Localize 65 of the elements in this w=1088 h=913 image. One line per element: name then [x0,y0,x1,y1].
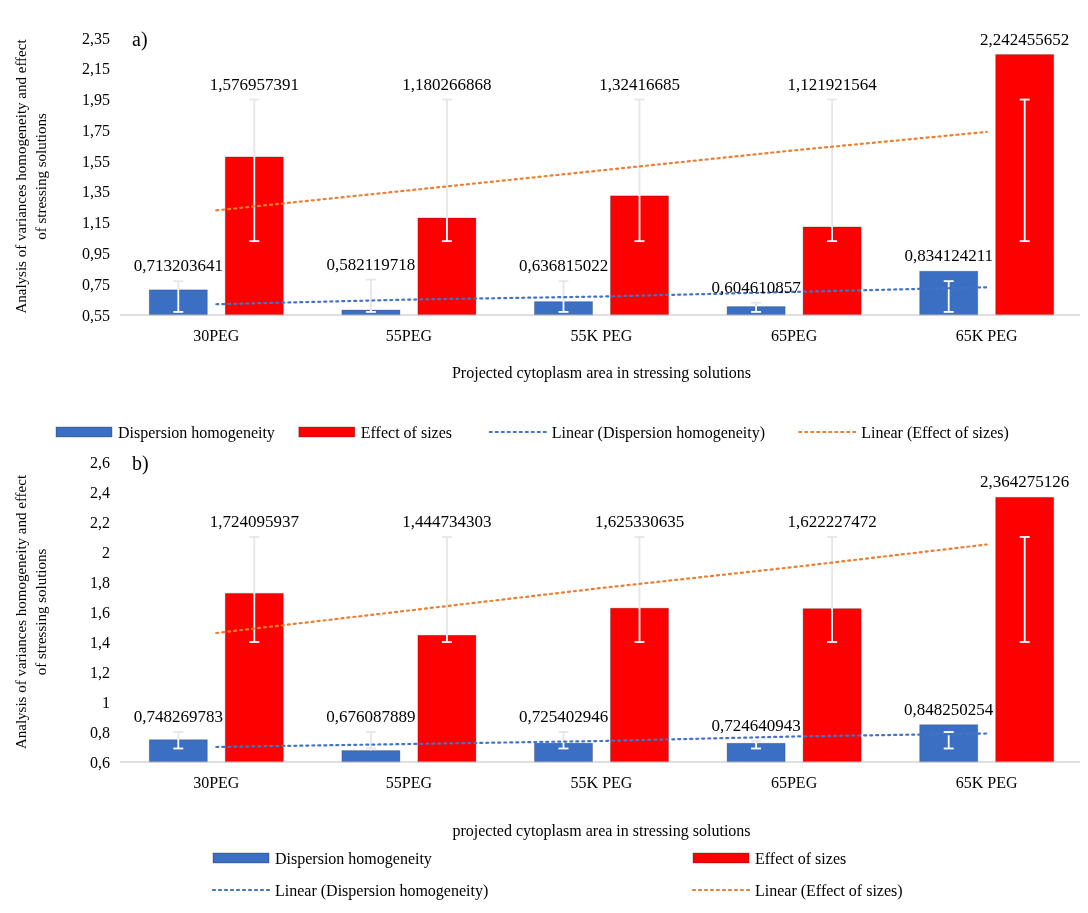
data-label: 0,582119718 [326,254,416,274]
x-axis-title: projected cytoplasm area in stressing solutions [452,822,751,840]
y-tick-label: 1,55 [82,152,110,170]
y-tick-label: 0,8 [90,723,110,741]
data-label: 1,622227472 [787,512,877,531]
y-tick-label: 2,4 [90,483,110,501]
data-label: 0,676087889 [326,707,416,726]
y-tick-label: 1,6 [90,603,110,621]
legend-label: Linear (Dispersion homogeneity) [551,423,766,442]
x-tick-label: 55K PEG [570,774,633,791]
y-tick-label: 2,35 [82,29,110,47]
y-axis-title: Analysis of variances homogeneity and effect of stressing solutions [13,474,49,750]
data-label: 1,32416685 [599,74,680,94]
data-label: 1,724095937 [209,512,300,531]
x-tick-label: 65PEG [770,327,818,344]
y-tick-label: 2,6 [90,453,110,471]
y-axis-title: Analysis of variances homogeneity and effect of stressing solutions [13,38,49,314]
data-label: 0,604610857 [711,277,802,297]
data-label: 0,724640943 [711,716,801,735]
x-tick-label: 65K PEG [955,327,1019,344]
legend-label: Effect of sizes [755,849,847,867]
y-tick-label: 1,8 [90,573,110,591]
x-tick-label: 55PEG [385,327,433,344]
data-label: 1,444734303 [402,512,492,531]
data-label: 0,834124211 [904,246,994,266]
y-tick-label: 1,75 [82,121,110,139]
data-label: 0,713203641 [133,256,223,276]
x-tick-label: 30PEG [193,327,240,344]
data-label: 2,364275126 [980,472,1070,492]
y-tick-label: 2,2 [90,513,110,531]
legend-label: Linear (Effect of sizes) [755,881,903,900]
legend-label: Effect of sizes [360,423,453,441]
chart-title: a) [132,28,148,51]
data-label: 1,180266868 [402,74,492,94]
y-tick-label: 1,4 [90,633,110,651]
x-tick-label: 65K PEG [955,774,1019,791]
y-tick-label: 1,35 [82,183,110,201]
data-label: 0,848250254 [904,699,994,719]
x-tick-label: 65PEG [770,774,818,791]
y-tick-label: 2,15 [82,60,110,78]
data-label: 0,636815022 [518,256,609,276]
y-tick-label: 0,75 [82,275,110,293]
y-tick-label: 0,6 [90,753,110,771]
data-label: 1,121921564 [787,74,878,94]
data-label: 1,625330635 [594,512,685,531]
x-tick-label: 55K PEG [570,327,633,344]
legend-label: Linear (Effect of sizes) [861,423,1009,442]
x-axis-title: Projected cytoplasm area in stressing solutions [451,364,752,382]
y-tick-label: 1,15 [82,214,110,232]
legend-label: Linear (Dispersion homogeneity) [275,881,489,900]
y-tick-label: 0,95 [82,245,110,263]
chart-title: b) [132,452,149,475]
y-tick-label: 1 [102,693,110,711]
y-tick-label: 0,55 [82,306,110,324]
data-label: 0,725402946 [518,707,609,726]
y-tick-label: 1,95 [82,91,110,109]
data-label: 1,576957391 [209,74,299,94]
legend-label: Dispersion homogeneity [275,849,432,868]
data-label: 0,748269783 [133,707,223,726]
x-tick-label: 30PEG [193,774,240,791]
y-tick-label: 1,2 [90,663,110,681]
legend-label: Dispersion homogeneity [118,423,275,442]
data-label: 2,242455652 [980,29,1070,49]
x-tick-label: 55PEG [385,774,433,791]
y-tick-label: 2 [102,543,110,561]
